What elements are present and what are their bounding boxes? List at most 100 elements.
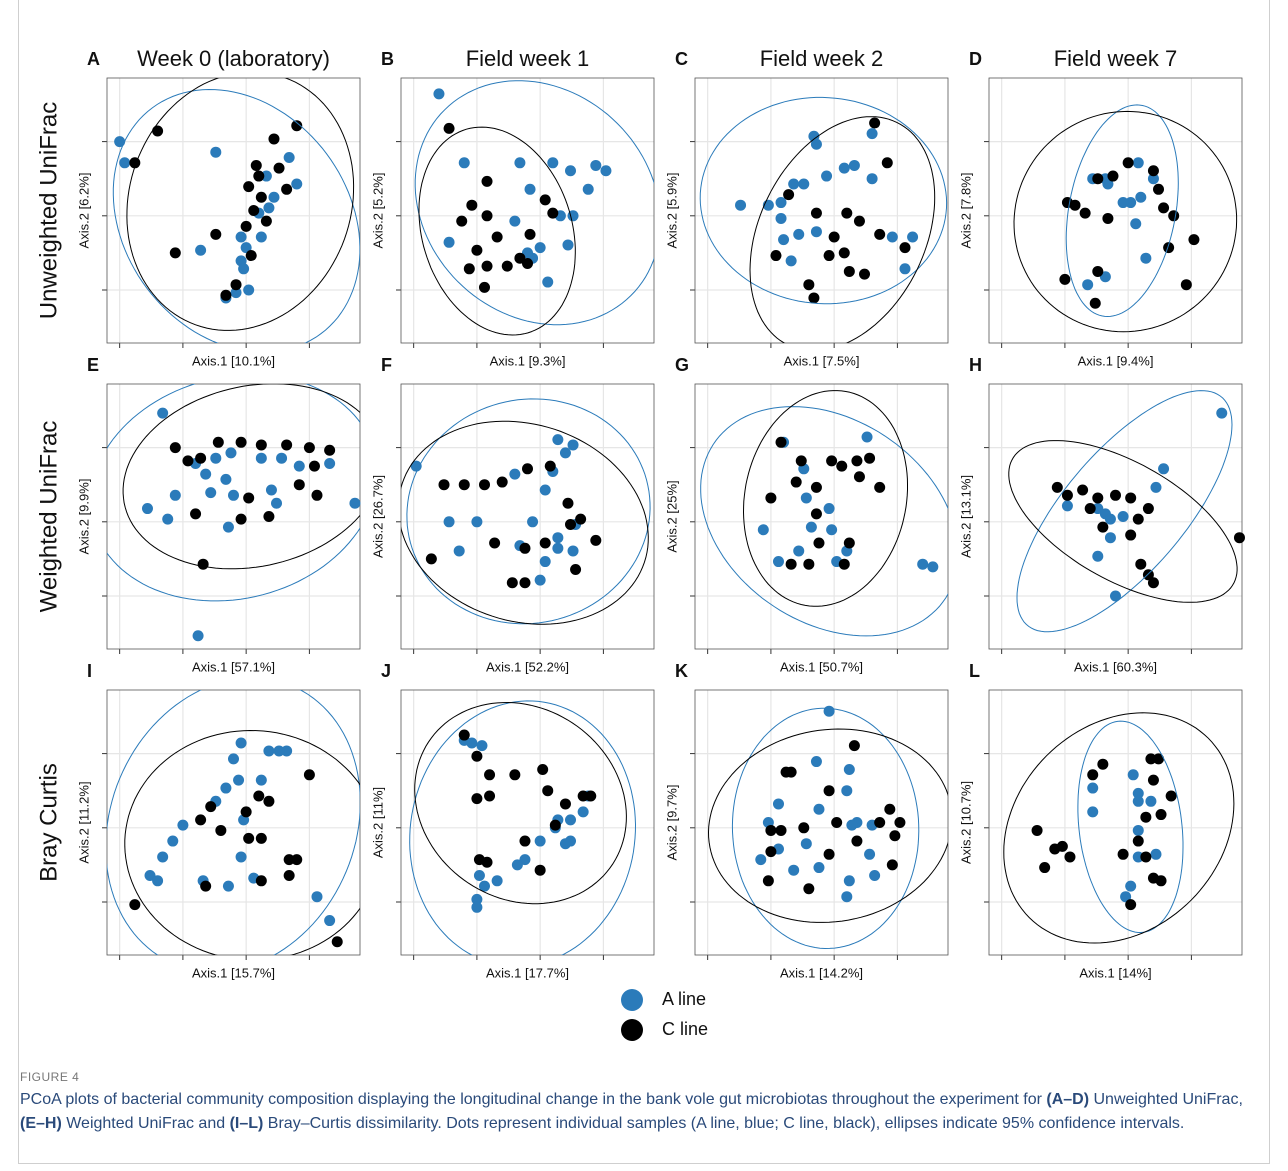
data-point — [311, 891, 323, 903]
data-point — [253, 790, 265, 802]
data-point — [1155, 875, 1167, 887]
data-point — [813, 803, 825, 815]
column-title: Field week 1 — [466, 46, 590, 71]
y-axis-label: Axis.2 [5.2%] — [370, 173, 385, 249]
data-point — [511, 859, 523, 871]
data-point — [491, 231, 503, 243]
data-point — [222, 880, 234, 892]
confidence-ellipse — [112, 88, 360, 343]
figure: Unweighted UniFrac Weighted UniFrac Bray C… — [35, 46, 1245, 1041]
data-point — [293, 460, 305, 472]
data-point — [438, 479, 450, 491]
data-point — [1087, 769, 1099, 781]
data-point — [848, 159, 860, 171]
data-point — [255, 191, 267, 203]
data-point — [281, 439, 293, 451]
data-point — [453, 545, 465, 557]
data-point — [1092, 550, 1104, 562]
data-point — [167, 835, 179, 847]
data-point — [293, 479, 305, 491]
data-point — [565, 165, 577, 177]
data-point — [473, 870, 485, 881]
data-point — [263, 511, 275, 522]
data-point — [303, 769, 315, 781]
data-point — [1147, 577, 1159, 589]
data-point — [843, 764, 855, 775]
data-point — [1145, 753, 1157, 765]
data-point — [823, 250, 835, 262]
data-point — [874, 481, 886, 493]
data-point — [843, 537, 855, 549]
data-point — [458, 157, 470, 169]
data-point — [263, 745, 275, 757]
data-point — [859, 268, 871, 280]
confidence-ellipse — [122, 384, 360, 570]
data-point — [785, 766, 797, 778]
data-point — [552, 542, 564, 554]
data-point — [1153, 753, 1165, 765]
data-point — [823, 503, 835, 515]
data-point — [182, 455, 194, 467]
data-point — [1097, 758, 1109, 770]
caption-text: Bray–Curtis dissimilarity. Dots represen… — [263, 1115, 1185, 1132]
data-point — [1233, 532, 1245, 544]
data-point — [212, 436, 224, 448]
column-title: Week 0 (laboratory) — [137, 46, 330, 71]
data-point — [1140, 811, 1152, 823]
plot-background — [107, 690, 360, 955]
data-point — [190, 508, 202, 520]
data-point — [534, 835, 546, 847]
data-point — [519, 542, 531, 554]
data-point — [195, 244, 207, 256]
data-point — [220, 289, 232, 301]
confidence-ellipse — [401, 420, 649, 625]
data-point — [534, 242, 546, 254]
column-title: Field week 2 — [760, 46, 884, 71]
data-point — [255, 231, 267, 243]
data-point — [775, 436, 787, 448]
data-point — [481, 260, 493, 272]
data-point — [509, 468, 521, 480]
caption-bold: (I–L) — [229, 1115, 264, 1132]
data-point — [240, 806, 252, 818]
plot-border — [988, 689, 1243, 956]
confidence-ellipse — [107, 690, 360, 955]
data-point — [851, 455, 863, 467]
data-point — [281, 745, 293, 757]
data-point — [243, 832, 255, 844]
data-point — [1147, 165, 1159, 177]
data-point — [471, 793, 483, 805]
data-point — [886, 859, 898, 871]
data-point — [864, 848, 876, 860]
data-point — [874, 817, 886, 828]
data-point — [585, 790, 597, 802]
data-point — [803, 883, 815, 895]
data-point — [433, 88, 445, 100]
data-point — [268, 191, 280, 203]
confidence-ellipse — [1013, 110, 1238, 333]
data-point — [177, 819, 189, 831]
data-point — [1077, 484, 1089, 496]
legend-swatch — [621, 1019, 643, 1041]
data-point — [927, 561, 939, 573]
legend-label: C line — [662, 1019, 708, 1039]
data-point — [506, 577, 518, 589]
data-point — [471, 893, 483, 905]
data-point — [823, 848, 835, 860]
data-point — [478, 479, 490, 491]
data-point — [559, 798, 571, 810]
figure-label: FIGURE 4 — [20, 1070, 80, 1084]
data-point — [524, 183, 536, 195]
data-point — [195, 814, 207, 826]
data-point — [800, 838, 812, 850]
data-point — [810, 508, 822, 520]
data-point — [243, 284, 255, 296]
x-axis-label: Axis.1 [57.1%] — [192, 659, 275, 674]
data-point — [311, 489, 323, 501]
data-point — [826, 524, 838, 536]
data-point — [1132, 835, 1144, 847]
data-point — [222, 521, 234, 533]
data-point — [907, 231, 919, 243]
data-point — [281, 183, 293, 195]
x-axis-label: Axis.1 [52.2%] — [486, 659, 569, 674]
